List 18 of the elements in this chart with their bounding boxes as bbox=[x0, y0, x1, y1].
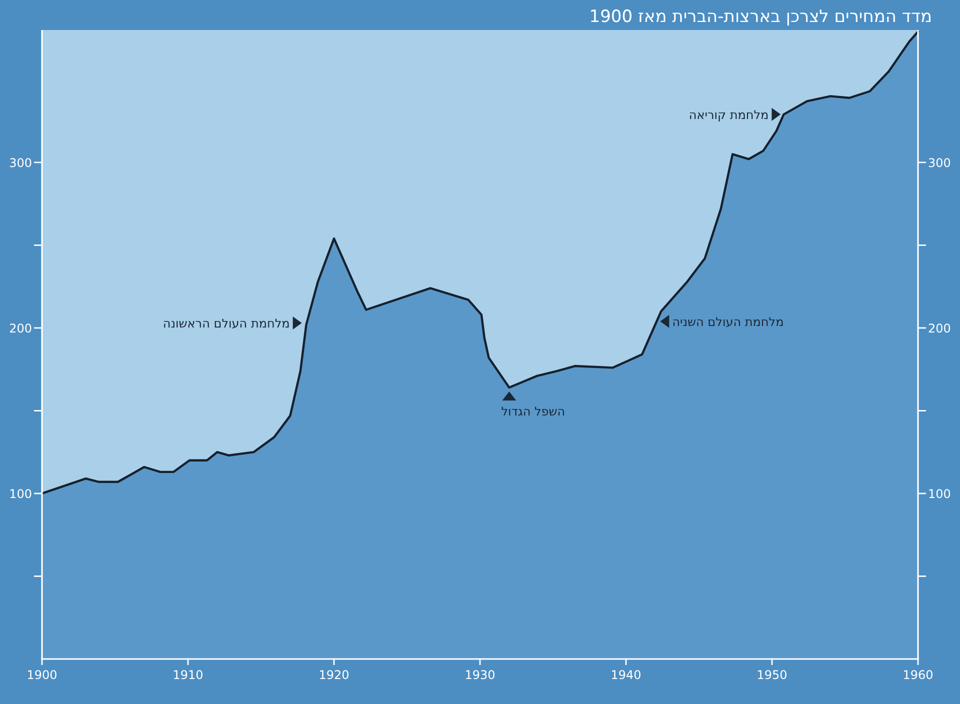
annotation: מלחמת קוריאה bbox=[688, 108, 769, 122]
x-tick-label: 1920 bbox=[318, 668, 350, 682]
x-tick-label: 1960 bbox=[902, 668, 934, 682]
y-tick-label: 300 bbox=[9, 156, 32, 170]
y2-tick-label: 100 bbox=[928, 486, 951, 501]
y2-tick-label: 200 bbox=[928, 321, 951, 336]
x-tick-label: 1940 bbox=[610, 668, 642, 682]
x-tick-label: 1900 bbox=[26, 668, 58, 682]
annotation: מלחמת העולם השניה bbox=[672, 314, 784, 329]
x-tick-label: 1930 bbox=[464, 668, 496, 682]
chart-title: מדד המחירים לצרכן בארצות-הברית מאז 1900 bbox=[589, 7, 932, 27]
annotation: השפל הגדול bbox=[501, 404, 566, 419]
annotation: מלחמת העולם הראשונה bbox=[162, 316, 290, 330]
x-tick-label: 1950 bbox=[756, 668, 788, 682]
y-tick-label: 100 bbox=[9, 486, 32, 501]
x-tick-label: 1910 bbox=[172, 668, 204, 682]
y-tick-label: 200 bbox=[9, 321, 32, 336]
y2-tick-label: 300 bbox=[928, 156, 951, 170]
